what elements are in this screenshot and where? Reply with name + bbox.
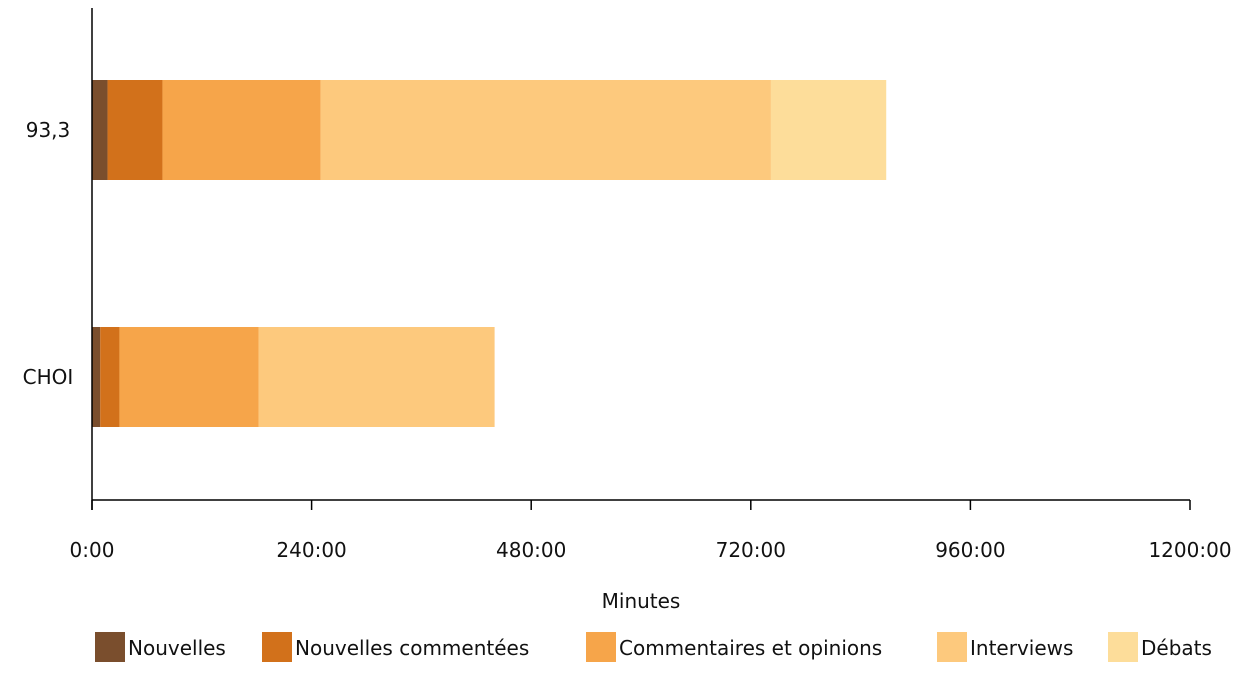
bar-segment: [320, 80, 771, 180]
legend-swatch: [1108, 632, 1138, 662]
x-axis-ticks: 0:00 240:00 480:00 720:00 960:00 1200:00: [70, 500, 1232, 562]
legend-label: Nouvelles commentées: [295, 636, 529, 660]
x-tick-label: 480:00: [496, 538, 566, 562]
x-tick-label: 720:00: [716, 538, 786, 562]
y-category-label: CHOI: [23, 365, 74, 389]
bar-segment: [100, 327, 120, 427]
legend-label: Nouvelles: [128, 636, 226, 660]
legend-swatch: [95, 632, 125, 662]
x-axis-title: Minutes: [602, 589, 681, 613]
x-tick-label: 1200:00: [1148, 538, 1231, 562]
bar-segment: [258, 327, 495, 427]
legend-swatch: [937, 632, 967, 662]
x-tick-label: 0:00: [70, 538, 115, 562]
bar-segment: [92, 80, 108, 180]
legend-swatch: [586, 632, 616, 662]
axes: [91, 8, 1190, 510]
legend: Nouvelles Nouvelles commentées Commentaire…: [95, 632, 1212, 662]
x-tick-label: 240:00: [276, 538, 346, 562]
legend-swatch: [262, 632, 292, 662]
bar-segment: [770, 80, 887, 180]
bar-segment: [107, 80, 163, 180]
bar-segment: [119, 327, 259, 427]
legend-label: Débats: [1141, 636, 1212, 660]
y-category-label: 93,3: [26, 118, 71, 142]
bar-segment: [92, 327, 101, 427]
bar-segment: [162, 80, 321, 180]
y-axis-category-labels: 93,3 CHOI: [23, 118, 74, 389]
x-tick-label: 960:00: [935, 538, 1005, 562]
legend-label: Commentaires et opinions: [619, 636, 882, 660]
legend-label: Interviews: [970, 636, 1073, 660]
bars: [92, 80, 887, 427]
